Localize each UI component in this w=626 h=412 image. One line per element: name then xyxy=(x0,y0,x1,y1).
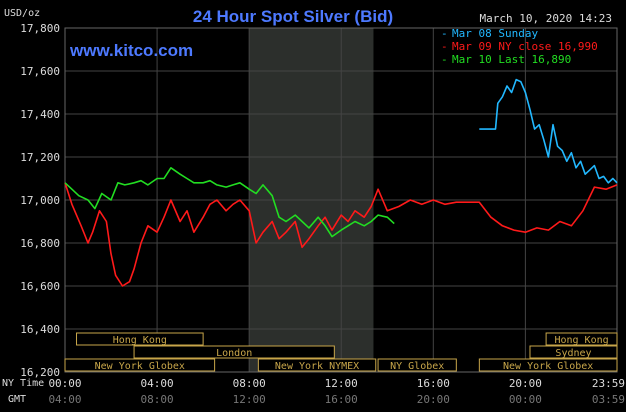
x-axis-label-gmt: GMT xyxy=(8,394,26,405)
session-label: Sydney xyxy=(555,348,591,359)
x-tick-label-ny: 12:00 xyxy=(325,377,358,390)
legend-mar09: Mar 09 NY close 16,990 xyxy=(452,40,598,53)
x-tick-label-ny: 20:00 xyxy=(509,377,542,390)
session-bar xyxy=(257,358,377,372)
series-line-1 xyxy=(64,182,618,287)
x-tick-label-ny: 00:00 xyxy=(48,377,81,390)
x-tick-label-gmt: 00:00 xyxy=(509,393,542,406)
session-bar xyxy=(64,358,216,372)
timestamp: March 10, 2020 14:23 xyxy=(480,12,612,25)
session-label: New York Globex xyxy=(503,361,593,372)
session-bar xyxy=(529,345,618,359)
x-tick-label-gmt: 03:59 xyxy=(592,393,625,406)
y-tick-label: 16,200 xyxy=(20,366,60,379)
y-tick-label: 16,800 xyxy=(20,237,60,250)
unit-label: USD/oz xyxy=(4,8,40,19)
session-label: Hong Kong xyxy=(554,335,608,346)
x-tick-label-gmt: 04:00 xyxy=(48,393,81,406)
session-bar xyxy=(133,345,335,359)
legend-mar10-marker: - xyxy=(441,53,448,66)
plot-border xyxy=(64,27,618,373)
y-tick-label: 17,400 xyxy=(20,108,60,121)
session-bar xyxy=(545,332,618,346)
y-tick-label: 16,400 xyxy=(20,323,60,336)
x-tick-label-ny: 23:59 xyxy=(592,377,625,390)
session-label: NY Globex xyxy=(390,361,444,372)
x-axis-label-ny: NY Time xyxy=(2,378,44,389)
series-line-0 xyxy=(479,78,618,184)
x-tick-label-ny: 04:00 xyxy=(141,377,174,390)
x-tick-label-ny: 16:00 xyxy=(417,377,450,390)
session-bar xyxy=(76,332,204,346)
session-bar xyxy=(377,358,457,372)
x-tick-label-ny: 08:00 xyxy=(233,377,266,390)
y-tick-label: 17,200 xyxy=(20,151,60,164)
series-layer xyxy=(64,78,618,287)
y-tick-label: 17,800 xyxy=(20,22,60,35)
legend: - Mar 08 Sunday - Mar 09 NY close 16,990… xyxy=(441,27,598,66)
series-line-2 xyxy=(64,167,395,238)
session-label: New York Globex xyxy=(95,361,185,372)
x-tick-label-gmt: 20:00 xyxy=(417,393,450,406)
session-label: Hong Kong xyxy=(113,335,167,346)
session-label: London xyxy=(216,348,252,359)
x-tick-label-gmt: 12:00 xyxy=(233,393,266,406)
x-tick-label-gmt: 08:00 xyxy=(141,393,174,406)
y-tick-label: 17,600 xyxy=(20,65,60,78)
grid-layer xyxy=(64,27,618,373)
legend-mar08-marker: - xyxy=(441,27,448,40)
y-tick-label: 17,000 xyxy=(20,194,60,207)
watermark-url: www.kitco.com xyxy=(69,41,193,60)
legend-mar09-marker: - xyxy=(441,40,448,53)
session-bars-layer: Hong Kong Hong Kong London Sydney New York G… xyxy=(64,332,618,372)
session-label: New York NYMEX xyxy=(275,361,359,372)
chart-title: 24 Hour Spot Silver (Bid) xyxy=(193,7,393,26)
legend-mar08: Mar 08 Sunday xyxy=(452,27,538,40)
y-tick-label: 16,600 xyxy=(20,280,60,293)
legend-mar10: Mar 10 Last 16,890 xyxy=(452,53,571,66)
axis-layer: 17,800 17,600 17,400 17,200 17,000 16,800 16,6… xyxy=(20,22,625,406)
session-bar xyxy=(478,358,618,372)
x-tick-label-gmt: 16:00 xyxy=(325,393,358,406)
